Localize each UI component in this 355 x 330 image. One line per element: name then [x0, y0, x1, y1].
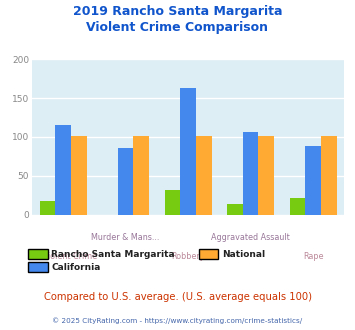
Bar: [243, 132, 258, 214]
Text: All Violent Crime: All Violent Crime: [29, 252, 97, 261]
Text: Aggravated Assault: Aggravated Assault: [211, 233, 290, 242]
Text: Murder & Mans...: Murder & Mans...: [92, 233, 160, 242]
Text: Compared to U.S. average. (U.S. average equals 100): Compared to U.S. average. (U.S. average …: [44, 292, 311, 302]
Bar: [258, 136, 274, 214]
Bar: [40, 201, 55, 214]
Text: National: National: [222, 249, 265, 259]
Bar: [305, 146, 321, 214]
Bar: [180, 88, 196, 214]
Bar: [55, 124, 71, 214]
Bar: [196, 136, 212, 214]
Bar: [118, 148, 133, 214]
Text: 2019 Rancho Santa Margarita
Violent Crime Comparison: 2019 Rancho Santa Margarita Violent Crim…: [73, 5, 282, 34]
Bar: [290, 198, 305, 214]
Bar: [321, 136, 337, 214]
Bar: [71, 136, 87, 214]
Text: Rape: Rape: [303, 252, 323, 261]
Bar: [165, 190, 180, 214]
Text: California: California: [51, 263, 101, 272]
Text: © 2025 CityRating.com - https://www.cityrating.com/crime-statistics/: © 2025 CityRating.com - https://www.city…: [53, 317, 302, 324]
Bar: [133, 136, 149, 214]
Bar: [227, 204, 243, 215]
Text: Rancho Santa Margarita: Rancho Santa Margarita: [51, 249, 175, 259]
Text: Robbery: Robbery: [171, 252, 205, 261]
